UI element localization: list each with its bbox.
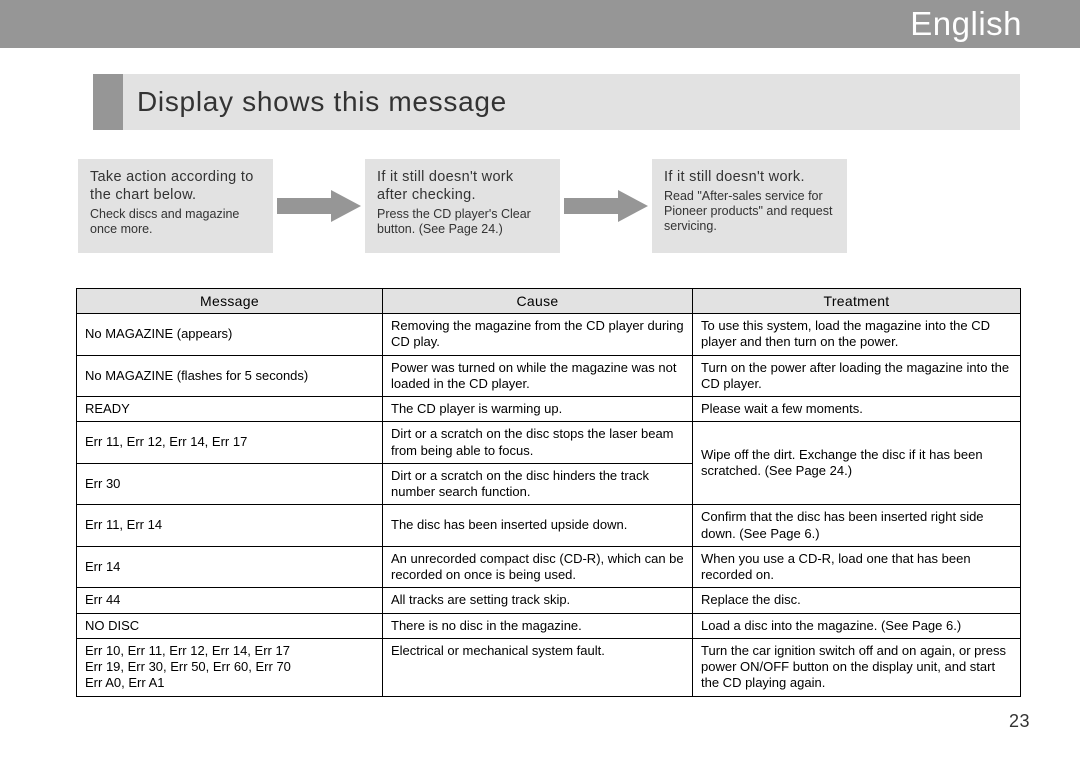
td-message: Err 10, Err 11, Err 12, Err 14, Err 17 E… (77, 638, 383, 696)
td-treatment: Please wait a few moments. (693, 397, 1021, 422)
td-cause: All tracks are setting track skip. (383, 588, 693, 613)
table-header-row: Message Cause Treatment (77, 289, 1021, 314)
td-cause: Electrical or mechanical system fault. (383, 638, 693, 696)
table-row: NO DISC There is no disc in the magazine… (77, 613, 1021, 638)
td-treatment: To use this system, load the magazine in… (693, 314, 1021, 356)
section-title-accent (93, 74, 123, 130)
td-message: Err 30 (77, 463, 383, 505)
td-message: No MAGAZINE (appears) (77, 314, 383, 356)
table-row: No MAGAZINE (flashes for 5 seconds) Powe… (77, 355, 1021, 397)
table-row: No MAGAZINE (appears) Removing the magaz… (77, 314, 1021, 356)
table-row: READY The CD player is warming up. Pleas… (77, 397, 1021, 422)
th-cause: Cause (383, 289, 693, 314)
flow-step-3-desc: Read "After-sales service for Pioneer pr… (664, 189, 835, 234)
td-cause: Dirt or a scratch on the disc stops the … (383, 422, 693, 464)
flow-step-2-desc: Press the CD player's Clear button. (See… (377, 207, 548, 237)
flow-step-1-title: Take action according to the chart below… (90, 168, 261, 204)
flow-step-2: If it still doesn't work after checking.… (365, 159, 560, 253)
td-cause: The CD player is warming up. (383, 397, 693, 422)
td-treatment: Load a disc into the magazine. (See Page… (693, 613, 1021, 638)
table-row: Err 44 All tracks are setting track skip… (77, 588, 1021, 613)
td-treatment: Turn the car ignition switch off and on … (693, 638, 1021, 696)
table-row: Err 10, Err 11, Err 12, Err 14, Err 17 E… (77, 638, 1021, 696)
table-row: Err 11, Err 14 The disc has been inserte… (77, 505, 1021, 547)
td-cause: An unrecorded compact disc (CD-R), which… (383, 546, 693, 588)
troubleshooting-table-wrap: Message Cause Treatment No MAGAZINE (app… (76, 288, 1020, 697)
section-title: Display shows this message (137, 86, 507, 118)
td-treatment: Replace the disc. (693, 588, 1021, 613)
section-title-container: Display shows this message (93, 74, 1020, 130)
td-message: Err 14 (77, 546, 383, 588)
arrow-icon (277, 188, 361, 224)
arrow-icon (564, 188, 648, 224)
td-cause: Dirt or a scratch on the disc hinders th… (383, 463, 693, 505)
td-cause: Power was turned on while the magazine w… (383, 355, 693, 397)
td-message: READY (77, 397, 383, 422)
td-message: No MAGAZINE (flashes for 5 seconds) (77, 355, 383, 397)
td-message: Err 44 (77, 588, 383, 613)
flow-step-3-title: If it still doesn't work. (664, 168, 835, 186)
td-cause: The disc has been inserted upside down. (383, 505, 693, 547)
flow-steps: Take action according to the chart below… (78, 156, 1018, 256)
td-cause: There is no disc in the magazine. (383, 613, 693, 638)
td-treatment: Confirm that the disc has been inserted … (693, 505, 1021, 547)
td-message: NO DISC (77, 613, 383, 638)
header-bar: English (0, 0, 1080, 48)
td-message: Err 11, Err 14 (77, 505, 383, 547)
page-number: 23 (1009, 711, 1030, 732)
td-cause: Removing the magazine from the CD player… (383, 314, 693, 356)
td-treatment: Wipe off the dirt. Exchange the disc if … (693, 422, 1021, 505)
th-treatment: Treatment (693, 289, 1021, 314)
flow-step-1: Take action according to the chart below… (78, 159, 273, 253)
td-treatment: Turn on the power after loading the maga… (693, 355, 1021, 397)
flow-step-3: If it still doesn't work. Read "After-sa… (652, 159, 847, 253)
table-row: Err 14 An unrecorded compact disc (CD-R)… (77, 546, 1021, 588)
td-message: Err 11, Err 12, Err 14, Err 17 (77, 422, 383, 464)
troubleshooting-table: Message Cause Treatment No MAGAZINE (app… (76, 288, 1021, 697)
language-label: English (910, 5, 1022, 43)
table-row: Err 11, Err 12, Err 14, Err 17 Dirt or a… (77, 422, 1021, 464)
th-message: Message (77, 289, 383, 314)
flow-step-2-title: If it still doesn't work after checking. (377, 168, 548, 204)
flow-step-1-desc: Check discs and magazine once more. (90, 207, 261, 237)
td-treatment: When you use a CD-R, load one that has b… (693, 546, 1021, 588)
